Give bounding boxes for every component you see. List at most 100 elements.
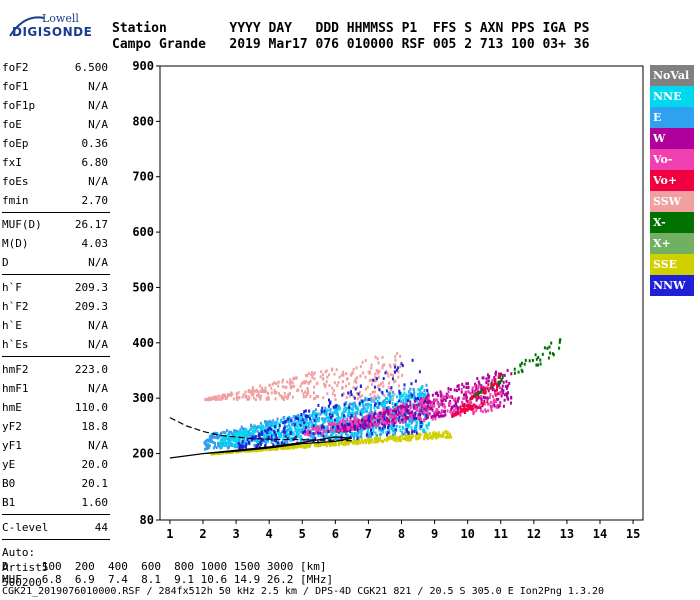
echo-point (352, 441, 355, 445)
echo-point (385, 431, 388, 434)
echo-point (265, 428, 268, 432)
echo-point (502, 389, 505, 393)
echo-point (391, 414, 393, 418)
echo-point (402, 394, 405, 398)
echo-point (238, 434, 241, 438)
echo-point (319, 442, 322, 446)
echo-point (366, 385, 369, 389)
echo-point (368, 431, 371, 435)
echo-point (359, 374, 362, 378)
echo-point (381, 364, 384, 368)
echo-point (304, 445, 307, 449)
echo-point (351, 434, 354, 438)
echo-point (426, 403, 429, 407)
echo-point (419, 394, 421, 398)
echo-point (388, 431, 391, 435)
echo-point (348, 426, 351, 429)
echo-point (350, 422, 353, 426)
echo-point (241, 395, 244, 399)
echo-point (341, 386, 344, 390)
echo-point (228, 393, 231, 397)
echo-point (309, 379, 312, 383)
echo-point (399, 365, 402, 369)
echo-point (456, 399, 459, 403)
echo-point (275, 381, 278, 385)
echo-point (370, 414, 373, 418)
echo-point (374, 372, 377, 376)
echo-point (504, 384, 507, 388)
echo-point (394, 363, 397, 367)
echo-point (300, 445, 303, 448)
echo-point (376, 371, 379, 375)
echo-point (340, 439, 343, 443)
echo-point (234, 438, 237, 442)
echo-point (288, 415, 291, 419)
echo-point (399, 429, 402, 433)
echo-point (410, 396, 412, 400)
echo-point (401, 433, 404, 436)
echo-point (293, 425, 296, 428)
echo-point (241, 434, 243, 438)
echo-point (314, 422, 317, 426)
echo-point (333, 409, 336, 413)
echo-point (361, 413, 363, 417)
echo-point (262, 389, 265, 393)
echo-point (326, 375, 329, 379)
echo-point (390, 387, 393, 391)
echo-point (399, 438, 402, 442)
echo-point (398, 399, 401, 403)
echo-point (253, 426, 256, 430)
echo-point (448, 403, 451, 407)
echo-point (333, 426, 336, 430)
echo-point (477, 385, 480, 388)
echo-point (489, 386, 492, 390)
echo-point (383, 404, 386, 408)
echo-point (558, 338, 561, 342)
echo-point (341, 429, 344, 433)
echo-point (293, 384, 296, 388)
echo-point (437, 435, 440, 439)
echo-point (278, 435, 280, 439)
echo-point (315, 429, 318, 433)
echo-point (351, 427, 354, 431)
echo-point (291, 444, 294, 448)
echo-point (409, 406, 412, 410)
param-value: N/A (88, 175, 108, 188)
echo-point (260, 430, 263, 434)
echo-point (421, 398, 424, 402)
echo-point (394, 434, 397, 438)
echo-point (237, 442, 240, 446)
echo-point (277, 439, 280, 442)
param-row: foE N/A (2, 118, 108, 132)
echo-point (289, 381, 292, 385)
echo-point (451, 405, 454, 409)
echo-point (433, 404, 436, 408)
echo-point (321, 417, 323, 421)
echo-point (326, 435, 329, 439)
echo-point (263, 434, 266, 438)
echo-point (361, 439, 364, 443)
echo-point (483, 387, 486, 391)
echo-point (369, 424, 372, 428)
echo-point (356, 437, 359, 441)
echo-point (438, 415, 441, 419)
echo-point (299, 423, 302, 427)
echo-point (405, 395, 408, 399)
echo-point (359, 385, 362, 388)
echo-point (381, 401, 384, 404)
echo-point (424, 397, 427, 401)
echo-point (404, 402, 407, 406)
echo-point (435, 398, 438, 402)
echo-point (333, 422, 336, 426)
echo-point (359, 365, 362, 369)
echo-point (325, 432, 328, 436)
echo-point (335, 413, 338, 417)
echo-point (319, 412, 322, 416)
echo-point (229, 439, 232, 443)
echo-point (345, 384, 347, 388)
echo-point (340, 441, 343, 445)
echo-point (302, 427, 305, 431)
echo-point (393, 392, 396, 396)
echo-point (358, 390, 361, 394)
echo-point (381, 366, 384, 370)
